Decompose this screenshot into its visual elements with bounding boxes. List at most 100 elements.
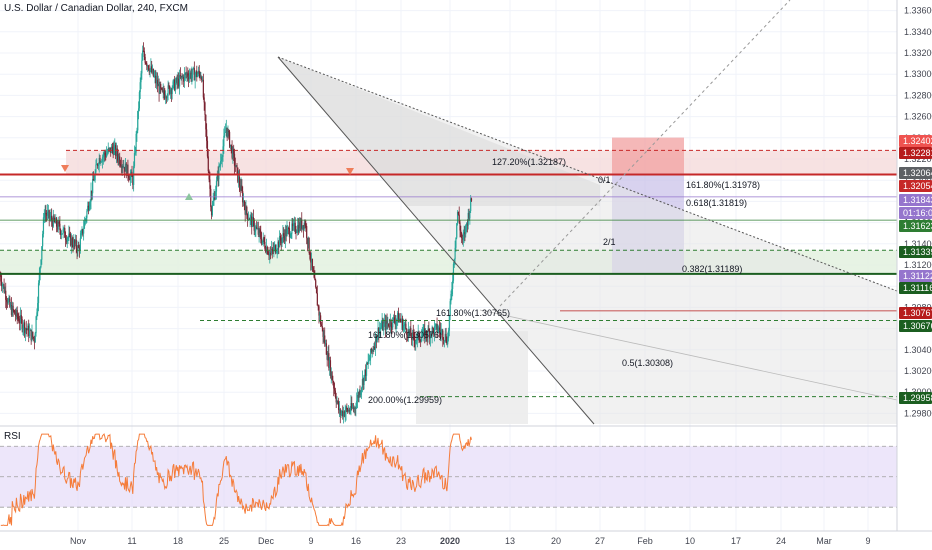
- candle-body: [37, 303, 39, 313]
- candle-body: [437, 330, 439, 332]
- candle-body: [147, 65, 150, 70]
- candle-body: [162, 90, 164, 92]
- candle-body: [291, 223, 293, 234]
- candle-body: [422, 329, 424, 335]
- candle-body: [210, 188, 212, 207]
- candle-body: [60, 229, 62, 235]
- price-tick-label: 1.30400: [904, 345, 932, 355]
- candle-body: [448, 315, 450, 331]
- candle-body: [177, 78, 179, 83]
- candle-body: [332, 380, 334, 384]
- candle-body: [243, 200, 245, 207]
- candle-body: [203, 97, 205, 103]
- candle-body: [231, 145, 233, 158]
- candle-body: [226, 127, 228, 137]
- candle-body: [443, 339, 445, 341]
- candle-body: [224, 132, 226, 136]
- candle-body: [65, 239, 68, 242]
- candle-body: [468, 212, 470, 219]
- time-tick-label: 10: [685, 536, 695, 546]
- fib-extension-line: [499, 0, 791, 307]
- candle-body: [328, 353, 330, 368]
- candle-body: [64, 228, 66, 238]
- candle-body: [438, 327, 440, 331]
- candle-body: [242, 200, 245, 203]
- price-label-text: 1.32402: [903, 136, 932, 146]
- candle-body: [200, 77, 202, 79]
- candle-body: [86, 210, 88, 218]
- fib-annotation: 0.382(1.31189): [682, 264, 742, 274]
- candle-body: [306, 238, 309, 244]
- time-axis[interactable]: Nov 11 18 25 Dec 9 16 23 2020 13 20 27 Feb 10 17 24 Mar 9: [0, 530, 932, 546]
- candle-body: [161, 88, 163, 92]
- price-label-pill: [899, 135, 932, 147]
- candle-body: [388, 326, 391, 328]
- candle-body: [169, 86, 171, 94]
- candle-body: [43, 216, 45, 218]
- candle-body: [236, 165, 238, 168]
- candle-body: [262, 237, 264, 241]
- price-axis[interactable]: 1.33600 1.33400 1.33200 1.33000 1.32800 1.326…: [896, 0, 932, 550]
- candle-body: [1, 284, 4, 287]
- candle-body: [133, 153, 136, 167]
- candle-body: [447, 337, 449, 345]
- fib-annotation: 127.20%(1.32187): [492, 157, 566, 167]
- candle-body: [385, 319, 387, 330]
- candle-body: [359, 390, 361, 395]
- up-marker: [185, 193, 193, 200]
- candle-body: [352, 407, 354, 409]
- price-tick-label: 1.32600: [904, 112, 932, 122]
- candle-body: [256, 228, 259, 230]
- candle-body: [230, 144, 232, 146]
- candle-body: [82, 229, 84, 234]
- candle-body: [362, 378, 364, 385]
- candle-body: [249, 216, 251, 221]
- price-tick-label: 1.33200: [904, 48, 932, 58]
- candle-body: [289, 236, 291, 238]
- price-label-pill: [899, 320, 932, 332]
- time-tick-label: 18: [173, 536, 183, 546]
- candle-body: [424, 328, 426, 340]
- candle-body: [180, 75, 182, 78]
- candle-body: [219, 165, 221, 167]
- candle-body: [145, 62, 147, 64]
- candle-body: [434, 324, 437, 327]
- candle-body: [174, 83, 177, 91]
- candle-body: [415, 339, 418, 341]
- candle-body: [126, 164, 128, 176]
- candle-body: [288, 228, 291, 238]
- time-tick-label: 24: [776, 536, 786, 546]
- candle-body: [309, 253, 311, 259]
- candle-body: [301, 225, 304, 229]
- candle-body: [238, 176, 241, 186]
- candle-body: [119, 164, 122, 166]
- candle-body: [454, 247, 456, 260]
- candle-body: [263, 237, 265, 242]
- candle-body: [214, 196, 216, 200]
- candle-body: [2, 284, 4, 286]
- candle-body: [35, 316, 37, 334]
- candle-body: [16, 310, 18, 317]
- price-label-text: 1.32064: [903, 168, 932, 178]
- candle-body: [17, 316, 19, 319]
- candle-body: [117, 156, 119, 161]
- candle-body: [436, 323, 438, 332]
- candle-body: [201, 77, 203, 81]
- candle-body: [188, 75, 191, 80]
- candle-body: [393, 317, 395, 319]
- candle-body: [46, 214, 48, 216]
- candle-body: [235, 165, 237, 167]
- candle-body: [89, 201, 91, 207]
- candle-body: [181, 75, 183, 78]
- candle-body: [253, 220, 255, 231]
- candle-body: [329, 360, 332, 377]
- candle-body: [159, 83, 161, 94]
- candle-body: [415, 340, 417, 344]
- candle-body: [358, 390, 360, 398]
- candle-body: [178, 75, 181, 87]
- candle-body: [154, 75, 156, 77]
- candle-body: [355, 407, 357, 409]
- candle-body: [103, 152, 105, 156]
